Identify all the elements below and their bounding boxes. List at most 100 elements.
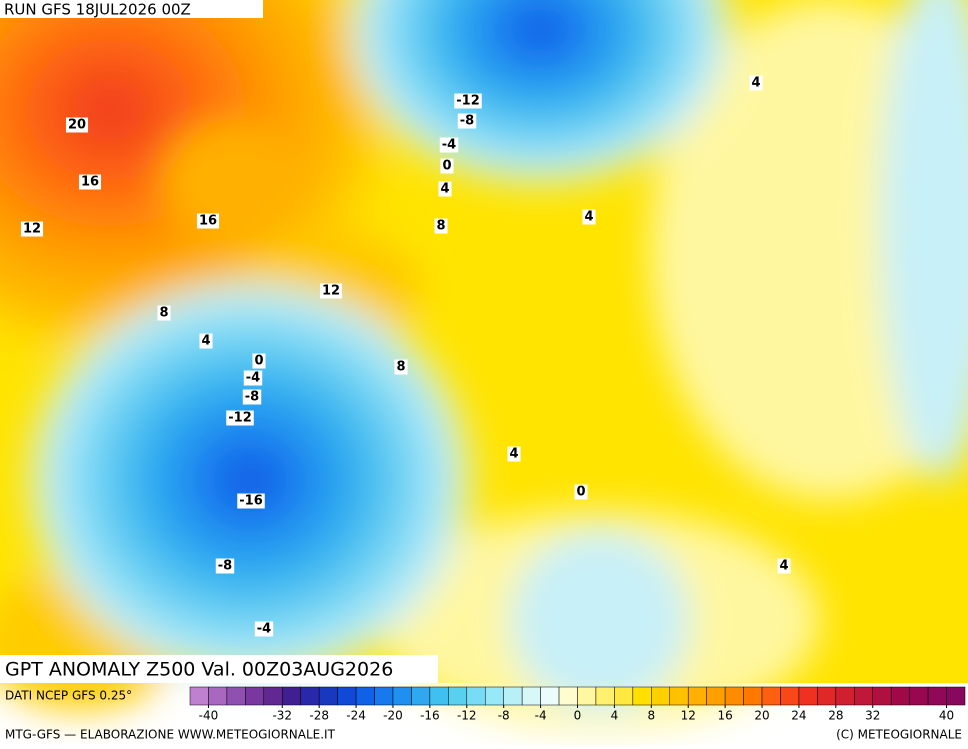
- footer-right: (C) METEOGIORNALE: [836, 728, 962, 742]
- contour-label: 4: [509, 447, 518, 462]
- colorbar-swatch: [448, 686, 468, 706]
- contour-label-bg: [237, 493, 265, 509]
- colorbar-tick-label: -32: [272, 709, 292, 723]
- contour-label-bg: [777, 558, 791, 574]
- contour-label: 4: [201, 334, 210, 349]
- colorbar-swatch: [355, 686, 375, 706]
- contour-label-bg: [20, 221, 44, 237]
- colorbar-tick-label: 20: [754, 709, 769, 723]
- colorbar-tick-label: -16: [420, 709, 440, 723]
- colorbar-tick-label: -40: [199, 709, 219, 723]
- colorbar-swatch: [817, 686, 837, 706]
- contour-label: 0: [442, 159, 451, 174]
- colorbar-swatch: [890, 686, 910, 706]
- footer-left: MTG-GFS — ELABORAZIONE WWW.METEOGIORNALE…: [5, 728, 336, 742]
- colorbar-swatch: [411, 686, 431, 706]
- colorbar-swatch: [392, 686, 412, 706]
- colorbar-tick-label: -24: [346, 709, 366, 723]
- colorbar-tick-label: -12: [457, 709, 477, 723]
- contour-labels: 20 16 16 12 12 8 4 0 -4 -8 -12 -16 -8 -4 8 4 0 4 -12 -8 -4 0 4…: [20, 75, 791, 637]
- contour-label-bg: [254, 621, 274, 637]
- colorbar-swatch: [484, 686, 504, 706]
- map-title: GPT ANOMALY Z500 Val. 00Z03AUG2026: [5, 659, 393, 681]
- colorbar-swatch: [208, 686, 228, 706]
- colorbar-swatch: [798, 686, 818, 706]
- contour-label: 4: [440, 182, 449, 197]
- colorbar-swatch: [706, 686, 726, 706]
- colorbar-swatch: [854, 686, 873, 706]
- contour-label: 16: [81, 175, 99, 190]
- contour-label-bg: [196, 213, 220, 229]
- run-box: [0, 0, 263, 18]
- colorbar-swatch: [263, 686, 283, 706]
- contour-label: -8: [245, 390, 259, 405]
- contour-label: 4: [779, 559, 788, 574]
- contour-label-bg: [78, 174, 102, 190]
- colorbar-tick-label: 16: [717, 709, 732, 723]
- colorbar-swatch: [521, 686, 541, 706]
- contour-label: 12: [322, 284, 340, 299]
- colorbar-swatch: [540, 686, 560, 706]
- contour-label-bg: [252, 353, 266, 369]
- contour-label: -12: [456, 94, 480, 109]
- contour-label: 20: [68, 118, 86, 133]
- colorbar-swatch: [466, 686, 486, 706]
- contour-label-bg: [749, 75, 763, 91]
- colorbar-swatch: [927, 686, 947, 706]
- contour-label-bg: [157, 305, 171, 321]
- contour-label-bg: [454, 93, 482, 109]
- colorbar-swatch: [558, 686, 578, 706]
- contour-label-bg: [440, 158, 454, 174]
- colorbar-swatch: [909, 686, 929, 706]
- colorbar-swatch: [577, 686, 597, 706]
- colorbar-swatch: [614, 686, 634, 706]
- colorbar-swatch: [374, 686, 394, 706]
- contour-label: 4: [751, 76, 760, 91]
- anomaly-field: [0, 0, 968, 730]
- colorbar-swatch: [503, 686, 523, 706]
- contour-label: -8: [460, 114, 474, 129]
- contour-label: 16: [199, 214, 217, 229]
- colorbar-swatch: [724, 686, 744, 706]
- contour-label: 0: [254, 354, 263, 369]
- colorbar: -40 -32 -28 -24 -20 -16 -12 -8 -4 0 4 8 12 16 20 24 28 32…: [189, 686, 966, 723]
- contour-label-bg: [319, 283, 343, 299]
- contour-label-bg: [199, 333, 213, 349]
- contour-label-bg: [394, 359, 408, 375]
- colorbar-swatch: [595, 686, 615, 706]
- colorbar-swatch: [300, 686, 320, 706]
- contour-label-bg: [574, 484, 588, 500]
- colorbar-swatch: [743, 686, 763, 706]
- contour-label-bg: [243, 370, 263, 386]
- contour-label: 8: [159, 306, 168, 321]
- colorbar-swatch: [761, 686, 781, 706]
- colorbar-swatch: [780, 686, 800, 706]
- colorbar-tick-label: -28: [309, 709, 329, 723]
- contour-label: 4: [584, 210, 593, 225]
- contour-label-bg: [434, 218, 448, 234]
- colorbar-swatch: [429, 686, 449, 706]
- colorbar-swatch: [651, 686, 671, 706]
- colorbar-tick-label: 32: [865, 709, 880, 723]
- colorbar-swatch: [632, 686, 652, 706]
- source-label: DATI NCEP GFS 0.25°: [5, 689, 132, 703]
- contour-label-bg: [242, 389, 262, 405]
- colorbar-swatch: [835, 686, 855, 706]
- colorbar-tick-label: 8: [647, 709, 655, 723]
- colorbar-swatch: [872, 686, 892, 706]
- colorbar-tick-label: 24: [791, 709, 806, 723]
- contour-label: -12: [228, 411, 252, 426]
- colorbar-swatch: [669, 686, 689, 706]
- colorbar-tick-label: -20: [383, 709, 403, 723]
- contour-label-bg: [226, 410, 254, 426]
- contour-label: 12: [23, 222, 41, 237]
- colorbar-swatch: [946, 686, 966, 706]
- colorbar-tick-label: 0: [574, 709, 582, 723]
- contour-label-bg: [215, 558, 235, 574]
- colorbar-tick-label: 4: [611, 709, 619, 723]
- colorbar-swatch: [282, 686, 301, 706]
- contour-label: 8: [436, 219, 445, 234]
- colorbar-tick-label: 12: [681, 709, 696, 723]
- colorbar-tick-label: -4: [535, 709, 547, 723]
